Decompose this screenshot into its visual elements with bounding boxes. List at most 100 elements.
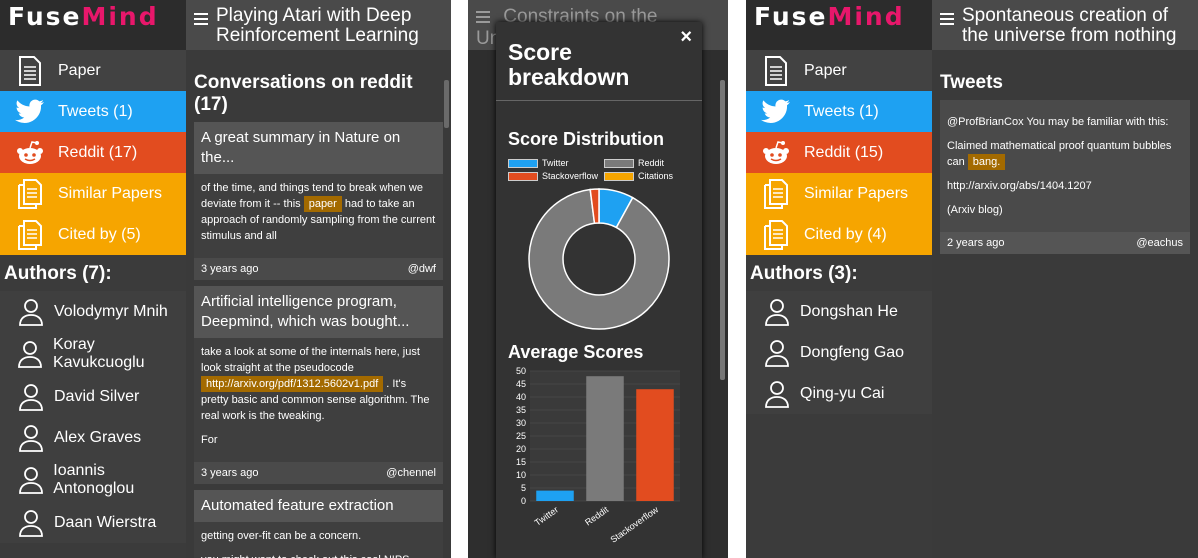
- user-icon: [16, 466, 45, 494]
- menu-icon[interactable]: [194, 13, 208, 28]
- nav-label: Paper: [58, 61, 101, 79]
- author-item[interactable]: Qing-yu Cai: [746, 373, 932, 414]
- main-column: Spontaneous creation of the universe fro…: [932, 0, 1198, 558]
- pie-slice-stackoverflow[interactable]: [589, 188, 600, 225]
- y-tick-label: 25: [516, 431, 526, 441]
- legend-citations[interactable]: Citations: [604, 171, 692, 181]
- nav-label: Similar Papers: [58, 184, 163, 202]
- tweet-card[interactable]: @ProfBrianCox You may be familiar with t…: [940, 100, 1190, 254]
- author-item[interactable]: Ioannis Antonoglou: [0, 458, 186, 502]
- user-icon: [762, 339, 792, 367]
- nav-label: Paper: [804, 61, 847, 79]
- x-tick-label: Stackoverflow: [609, 504, 661, 543]
- card-text: of the time, and things tend to break wh…: [201, 182, 423, 210]
- scrollbar[interactable]: [720, 80, 725, 380]
- reddit-card[interactable]: A great summary in Nature on the... of t…: [194, 122, 443, 280]
- card-text: take a look at some of the internals her…: [201, 346, 420, 374]
- section-heading: Conversations on reddit (17): [194, 72, 413, 115]
- logo-accent-text: Mind: [81, 2, 159, 31]
- reddit-alien-icon: [12, 138, 48, 168]
- tweet-text: @ProfBrianCox You may be familiar with t…: [947, 116, 1169, 128]
- twitter-bird-icon: [758, 97, 794, 127]
- reddit-card[interactable]: Artificial intelligence program, Deepmin…: [194, 286, 443, 484]
- highlight-link[interactable]: http://arxiv.org/pdf/1312.5602v1.pdf: [201, 376, 384, 392]
- card-text: For: [201, 434, 218, 446]
- card-footer: 3 years ago @chennel: [194, 462, 443, 484]
- nav-paper[interactable]: Paper: [746, 50, 932, 91]
- legend-twitter[interactable]: Twitter: [508, 158, 598, 168]
- legend-label: Stackoverflow: [542, 171, 599, 181]
- scrollbar[interactable]: [444, 80, 449, 128]
- app-logo[interactable]: FuseMind: [746, 0, 932, 50]
- y-tick-label: 40: [516, 392, 526, 402]
- card-body: getting over-fit can be a concern. you mi…: [194, 522, 443, 558]
- nav-label: Tweets (1): [58, 102, 133, 120]
- logo-accent-text: Mind: [827, 2, 905, 31]
- bar-reddit[interactable]: [586, 376, 624, 501]
- author-name: Qing-yu Cai: [800, 384, 885, 402]
- author-item[interactable]: Dongfeng Gao: [746, 332, 932, 373]
- nav-cited-by[interactable]: Cited by (5): [0, 214, 186, 255]
- author-item[interactable]: Daan Wierstra: [0, 502, 186, 543]
- menu-icon[interactable]: [940, 13, 954, 28]
- legend-stackoverflow[interactable]: Stackoverflow: [508, 171, 598, 181]
- y-tick-label: 30: [516, 418, 526, 428]
- logo-text: Fuse: [754, 2, 828, 31]
- author-item[interactable]: David Silver: [0, 376, 186, 417]
- user-icon: [16, 424, 46, 452]
- bar-stackoverflow[interactable]: [636, 389, 674, 501]
- card-user[interactable]: @dwf: [407, 263, 436, 275]
- x-tick-label: Reddit: [583, 504, 610, 527]
- tweet-text: Claimed mathematical proof quantum bubbl…: [947, 140, 1172, 168]
- nav-similar-papers[interactable]: Similar Papers: [0, 173, 186, 214]
- close-icon[interactable]: ×: [680, 26, 692, 48]
- nav-paper[interactable]: Paper: [0, 50, 186, 91]
- author-item[interactable]: Volodymyr Mnih: [0, 291, 186, 332]
- card-text: you might want to check out this cool NI…: [201, 554, 410, 558]
- reddit-card[interactable]: Automated feature extraction getting ove…: [194, 490, 443, 558]
- distribution-heading: Score Distribution: [508, 129, 665, 149]
- bar-twitter[interactable]: [536, 490, 574, 501]
- nav-tweets[interactable]: Tweets (1): [0, 91, 186, 132]
- panel-score-breakdown: Constraints on the Universe Score breakd…: [468, 0, 728, 558]
- user-icon: [16, 509, 46, 537]
- document-icon: [758, 55, 794, 86]
- nav-similar-papers[interactable]: Similar Papers: [746, 173, 932, 214]
- card-text: . It's pretty basic and common sense alg…: [201, 378, 430, 422]
- author-item[interactable]: Dongshan He: [746, 291, 932, 332]
- card-body: take a look at some of the internals her…: [194, 338, 443, 462]
- paper-title: Playing Atari with Deep Reinforcement Le…: [216, 5, 419, 46]
- card-user[interactable]: @eachus: [1136, 237, 1183, 249]
- card-title[interactable]: Artificial intelligence program, Deepmin…: [194, 286, 443, 338]
- y-tick-label: 45: [516, 379, 526, 389]
- tweet-link[interactable]: http://arxiv.org/abs/1404.1207: [947, 180, 1092, 192]
- legend-reddit[interactable]: Reddit: [604, 158, 692, 168]
- author-item[interactable]: Koray Kavukcuoglu: [0, 332, 186, 376]
- user-icon: [16, 383, 46, 411]
- nav-cited-by[interactable]: Cited by (4): [746, 214, 932, 255]
- card-age: 3 years ago: [201, 263, 259, 275]
- tweet-text: (Arxiv blog): [947, 204, 1003, 216]
- highlight: bang.: [967, 154, 1006, 170]
- pie-slice-reddit[interactable]: [528, 188, 670, 330]
- nav-reddit[interactable]: Reddit (17): [0, 132, 186, 173]
- document-icon: [12, 55, 48, 86]
- twitter-bird-icon: [12, 97, 48, 127]
- chart-legend: Twitter Reddit Stackoverflow Citations: [496, 150, 702, 181]
- logo-text: Fuse: [8, 2, 82, 31]
- card-body: @ProfBrianCox You may be familiar with t…: [940, 100, 1190, 232]
- author-name: David Silver: [54, 387, 140, 405]
- card-title[interactable]: A great summary in Nature on the...: [194, 122, 443, 174]
- author-item[interactable]: Alex Graves: [0, 417, 186, 458]
- nav-tweets[interactable]: Tweets (1): [746, 91, 932, 132]
- app-logo[interactable]: FuseMind: [0, 0, 186, 50]
- nav-reddit[interactable]: Reddit (15): [746, 132, 932, 173]
- card-title[interactable]: Automated feature extraction: [194, 490, 443, 522]
- legend-label: Citations: [638, 171, 674, 181]
- y-tick-label: 0: [521, 496, 526, 506]
- x-tick-label: Twitter: [533, 504, 560, 527]
- average-heading: Average Scores: [508, 342, 644, 362]
- card-user[interactable]: @chennel: [386, 467, 436, 479]
- average-scores-chart: 0 5 10 15 20 25 30 35 40 45 50 Twitter RedditStackov…: [516, 366, 680, 545]
- author-name: Koray Kavukcuoglu: [52, 336, 145, 371]
